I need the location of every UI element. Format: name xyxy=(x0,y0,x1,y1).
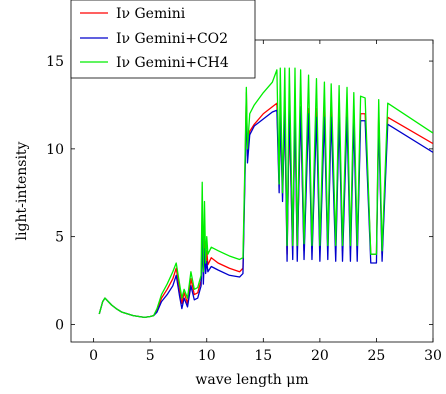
y-axis-label: light-intensity xyxy=(14,141,30,240)
x-tick-label: 5 xyxy=(146,348,155,364)
y-tick-label: 5 xyxy=(55,230,64,246)
y-tick-label: 10 xyxy=(46,142,64,158)
legend-label-gemini-co2: Iν Gemini+CO2 xyxy=(116,31,228,47)
y-tick-label: 15 xyxy=(46,54,64,70)
x-axis-label: wave length μm xyxy=(195,372,308,388)
plot-area-frame xyxy=(70,39,434,343)
x-tick-label: 0 xyxy=(89,348,98,364)
series-line-0 xyxy=(98,92,433,319)
x-tick-label: 25 xyxy=(368,348,386,364)
legend-box xyxy=(70,0,256,79)
axis-ticks: 0 5 10 15 20 25 30 0 5 10 15 xyxy=(46,40,442,364)
x-tick-label: 15 xyxy=(254,348,272,364)
x-tick-label: 20 xyxy=(311,348,329,364)
series-line-2 xyxy=(98,67,433,319)
x-tick-label: 10 xyxy=(198,348,216,364)
x-tick-label: 30 xyxy=(424,348,442,364)
legend-label-gemini-ch4: Iν Gemini+CH4 xyxy=(116,55,229,71)
series-line-1 xyxy=(98,104,433,319)
legend: Iν Gemini Iν Gemini+CO2 Iν Gemini+CH4 xyxy=(70,0,256,79)
series-layer xyxy=(98,67,433,319)
legend-label-gemini: Iν Gemini xyxy=(116,6,186,22)
y-tick-label: 0 xyxy=(55,317,64,333)
